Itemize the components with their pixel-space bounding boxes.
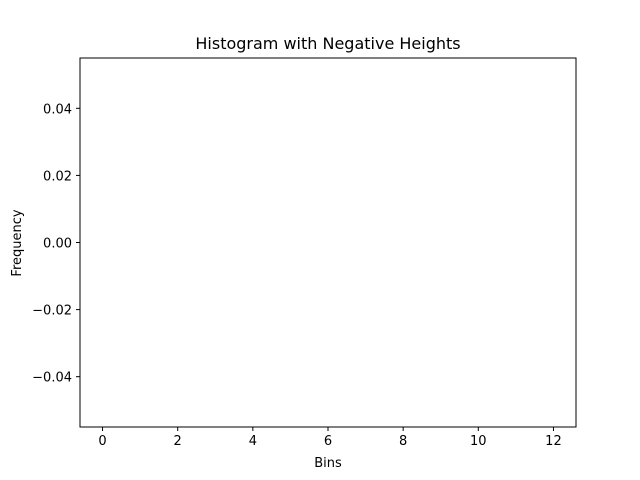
x-tick-label: 2 — [174, 434, 182, 449]
x-axis-label: Bins — [314, 456, 342, 471]
y-tick-label: −0.02 — [32, 304, 72, 319]
y-tick-label: −0.04 — [32, 371, 72, 386]
chart-title: Histogram with Negative Heights — [195, 34, 460, 53]
y-tick-label: 0.04 — [43, 102, 72, 117]
x-tick-label: 6 — [324, 434, 332, 449]
x-tick-label: 0 — [98, 434, 106, 449]
x-tick-label: 12 — [545, 434, 562, 449]
y-tick-label: 0.00 — [43, 237, 72, 252]
y-tick-label: 0.02 — [43, 169, 72, 184]
plot-frame — [79, 57, 577, 428]
y-axis-label: Frequency — [10, 209, 25, 276]
x-tick-label: 4 — [249, 434, 257, 449]
x-tick-label: 10 — [470, 434, 487, 449]
x-tick-label: 8 — [399, 434, 407, 449]
